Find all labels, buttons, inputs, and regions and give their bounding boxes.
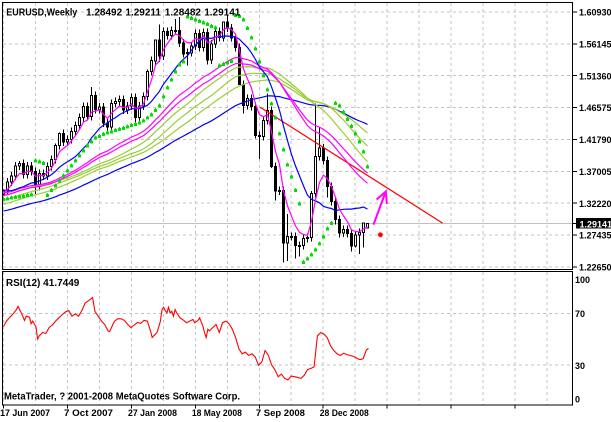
svg-text:1.22650: 1.22650	[579, 263, 611, 273]
svg-text:1.51360: 1.51360	[579, 71, 611, 81]
svg-text:7 Sep 2008: 7 Sep 2008	[256, 408, 305, 418]
svg-text:17 Jun 2007: 17 Jun 2007	[0, 408, 50, 418]
svg-text:1.46575: 1.46575	[579, 103, 611, 113]
svg-text:70: 70	[575, 309, 585, 319]
svg-text:1.29141: 1.29141	[204, 7, 241, 18]
svg-text:1.60930: 1.60930	[579, 8, 611, 18]
svg-text:RSI(12) 41.7449: RSI(12) 41.7449	[6, 278, 80, 289]
svg-text:30: 30	[575, 361, 585, 371]
svg-text:27 Jan 2008: 27 Jan 2008	[128, 408, 177, 418]
svg-text:1.28492: 1.28492	[86, 7, 123, 18]
svg-text:7 Oct 2007: 7 Oct 2007	[64, 408, 113, 418]
svg-text:1.37005: 1.37005	[579, 167, 611, 177]
svg-text:MetaTrader, ? 2001-2008 MetaQu: MetaTrader, ? 2001-2008 MetaQuotes Softw…	[4, 392, 240, 403]
svg-text:0: 0	[575, 394, 580, 404]
svg-text:1.29141: 1.29141	[580, 219, 611, 229]
svg-text:1.56145: 1.56145	[579, 39, 611, 49]
svg-text:1.27435: 1.27435	[579, 231, 611, 241]
svg-text:28 Dec 2008: 28 Dec 2008	[320, 408, 369, 418]
svg-text:1.32220: 1.32220	[579, 199, 611, 209]
svg-text:100: 100	[575, 275, 590, 285]
svg-text:EURUSD,Weekly: EURUSD,Weekly	[6, 7, 77, 18]
svg-text:1.28482: 1.28482	[165, 7, 202, 18]
svg-text:1.29211: 1.29211	[125, 7, 161, 18]
svg-text:1.41790: 1.41790	[579, 135, 611, 145]
svg-text:18 May 2008: 18 May 2008	[192, 408, 242, 418]
